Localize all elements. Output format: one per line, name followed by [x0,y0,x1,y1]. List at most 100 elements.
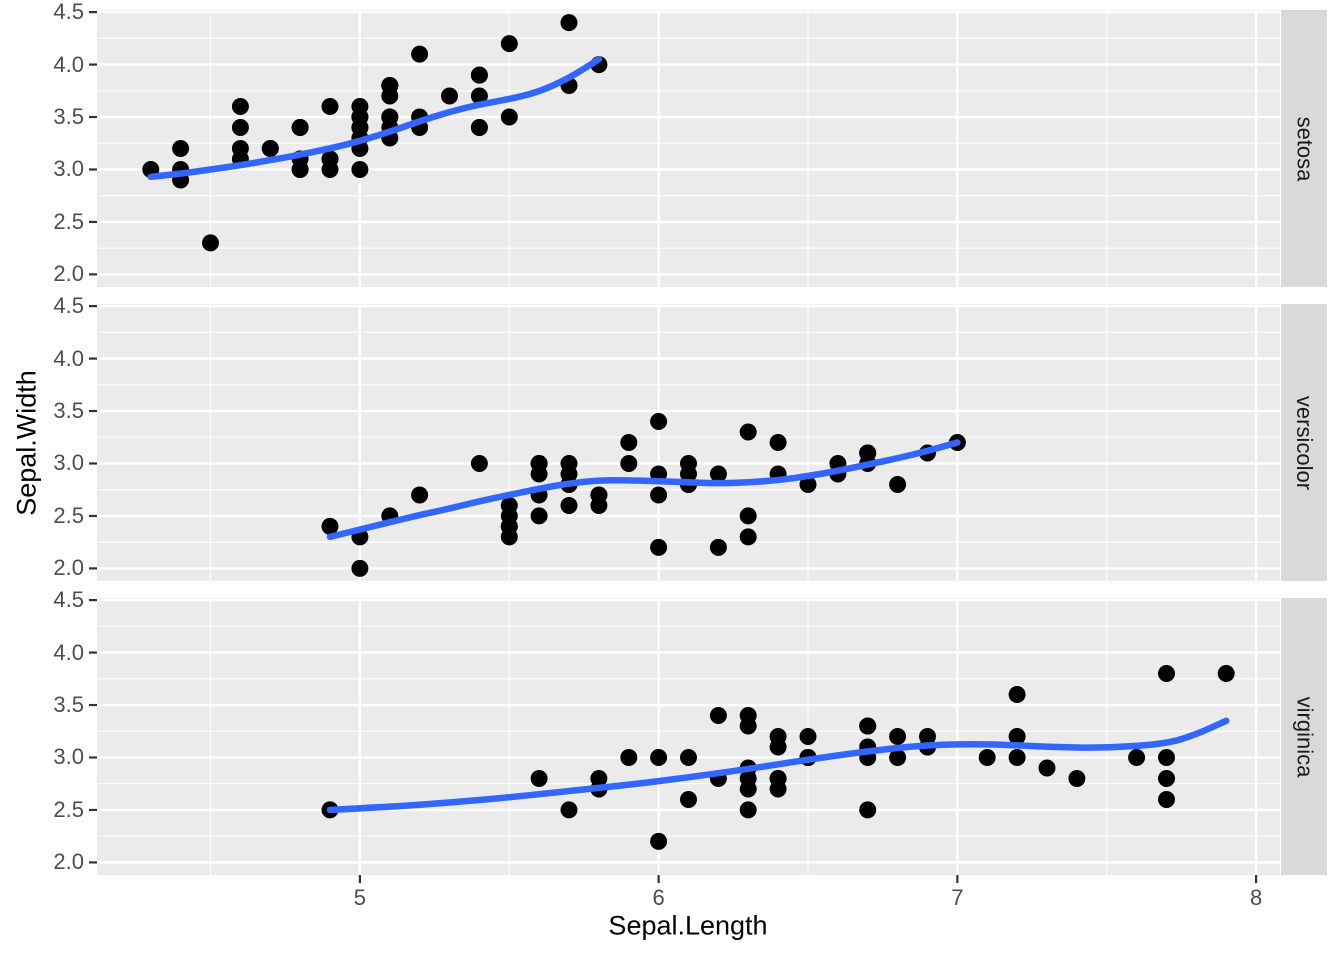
smooth-line [147,56,603,181]
data-point [650,538,668,556]
y-tick-label: 2.0 [53,849,84,875]
data-point [650,486,668,504]
y-tick-label: 3.5 [53,104,84,130]
data-point [680,791,697,808]
y-tick-label: 3.5 [53,398,84,424]
data-point [680,749,697,766]
panel-setosa [97,10,1280,287]
data-point [530,455,548,472]
smooth-line [326,717,1230,814]
data-point [620,455,638,472]
data-point [470,119,488,136]
data-point [739,770,757,787]
y-tick-label: 2.0 [53,555,84,581]
data-point [291,161,309,178]
data-point [1158,770,1175,787]
data-point [560,801,578,819]
data-point [620,749,638,766]
data-point [769,770,787,787]
y-tick-label: 4.0 [53,345,84,371]
data-point [1217,665,1235,682]
y-tick-label: 2.5 [53,502,84,528]
data-point [650,832,668,850]
data-point [411,486,429,504]
data-point [620,434,638,451]
y-tick-label: 4.5 [53,293,84,319]
x-tick-label: 6 [652,885,665,910]
data-point [231,98,249,115]
x-tick-label: 5 [353,885,366,910]
data-point [500,108,518,126]
data-point [859,717,877,735]
smooth-line [326,439,961,541]
data-point [351,559,369,577]
data-point [261,140,279,157]
facet-strip-setosa: setosa [1281,10,1327,287]
y-tick-label: 2.5 [53,796,84,822]
data-point [441,87,458,105]
data-point [769,434,787,451]
data-point [530,770,548,787]
data-point [799,728,817,745]
data-point [560,14,578,32]
data-point [321,98,339,115]
data-point [381,77,399,94]
x-tick-label: 7 [951,885,964,910]
data-point [1158,665,1175,682]
data-point [500,497,518,514]
data-point [889,476,907,493]
data-point [769,738,787,756]
data-point [231,119,249,136]
x-tick-label: 8 [1249,885,1263,910]
data-point [1008,686,1026,703]
data-point [859,444,877,462]
data-point [172,140,190,157]
y-tick-label: 3.0 [53,744,84,770]
data-point [1158,749,1175,766]
data-point [1038,759,1056,777]
data-point [202,234,219,252]
data-point [739,507,757,525]
data-point [291,119,309,136]
facet-strip-versicolor: versicolor [1281,304,1327,581]
data-point [1128,749,1146,766]
y-axis-title: Sepal.Width [11,370,42,516]
data-point [889,749,907,766]
data-point [859,801,877,819]
data-point [530,507,548,525]
data-point [321,517,339,535]
x-axis-title: Sepal.Length [608,910,768,941]
data-point [709,707,727,724]
y-tick-label: 4.0 [53,639,84,665]
data-point [739,801,757,819]
data-point [1008,728,1026,745]
data-point [799,476,817,493]
y-tick-label: 3.5 [53,692,84,718]
data-point [351,108,369,126]
facet-strip-label: virginica [1292,696,1318,777]
data-point [889,728,907,745]
facet-strip-label: versicolor [1292,395,1318,490]
y-tick-label: 4.5 [53,587,84,613]
data-point [1158,791,1175,808]
data-point [500,35,518,53]
data-point [1068,770,1086,787]
y-tick-label: 4.0 [53,51,84,77]
panel-virginica [97,598,1280,875]
data-point [470,66,488,84]
data-point [680,455,697,472]
facet-strip-virginica: virginica [1281,598,1327,875]
y-tick-label: 2.0 [53,261,84,287]
facet-strip-label: setosa [1292,116,1318,181]
data-point [411,45,429,63]
data-point [739,423,757,441]
data-point [709,538,727,556]
y-tick-label: 3.0 [53,156,84,182]
data-point [739,528,757,546]
data-point [560,497,578,514]
data-point [470,87,488,105]
y-tick-label: 3.0 [53,450,84,476]
data-point [321,150,339,168]
y-tick-label: 4.5 [53,0,84,25]
